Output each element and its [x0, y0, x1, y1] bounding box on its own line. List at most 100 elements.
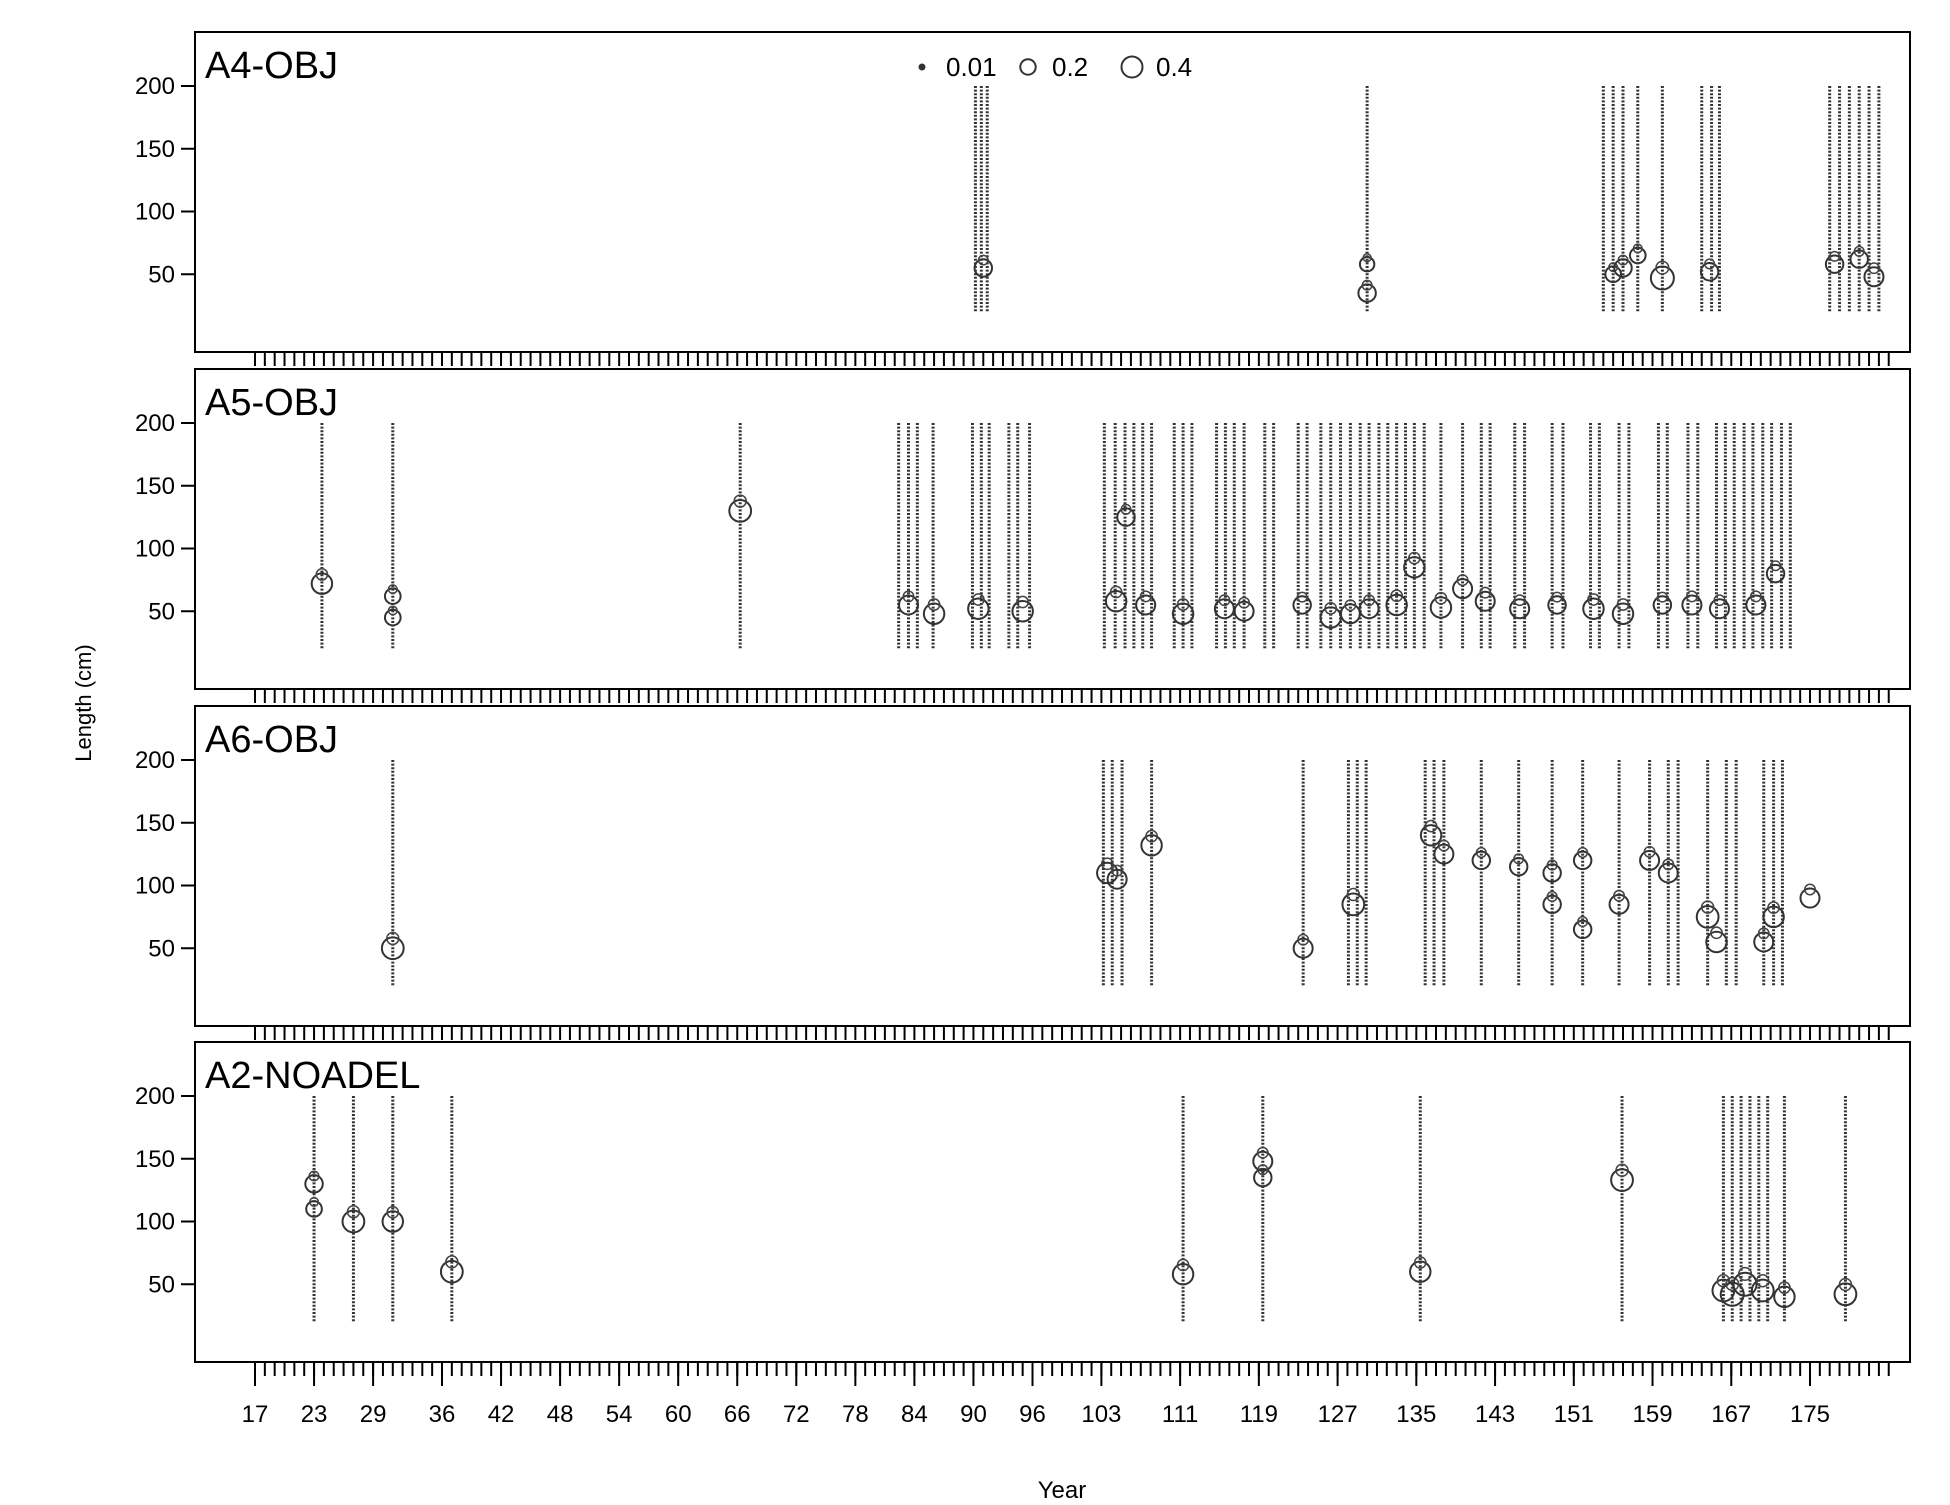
- bubble: [1390, 589, 1404, 603]
- bubble: [1135, 594, 1157, 616]
- bubble: [1587, 593, 1600, 606]
- legend-label: 0.2: [1052, 52, 1088, 82]
- bubble: [1111, 864, 1124, 877]
- x-tick-label: 48: [547, 1401, 574, 1428]
- bubble: [1616, 598, 1630, 611]
- bubble: [1437, 839, 1450, 852]
- bubble: [1756, 1273, 1770, 1288]
- bubble: [1710, 926, 1723, 940]
- bubble: [1613, 889, 1626, 902]
- bubble: [387, 605, 398, 616]
- bubble: [1655, 260, 1670, 275]
- bubble: [1475, 847, 1487, 859]
- bubble: [1611, 602, 1635, 625]
- bubble: [1745, 594, 1767, 616]
- x-tick-label: 96: [1019, 1401, 1046, 1428]
- bubble: [1652, 595, 1673, 615]
- bubble: [1479, 586, 1492, 599]
- bubble: [927, 598, 941, 611]
- bubble: [341, 1209, 366, 1234]
- x-axis-title: Year: [1038, 1477, 1087, 1500]
- bubble: [1363, 594, 1376, 607]
- bubble: [1341, 892, 1366, 917]
- bubble: [1829, 250, 1841, 262]
- bubble: [1867, 262, 1880, 275]
- bubble: [1292, 595, 1312, 615]
- bubble: [1106, 868, 1128, 890]
- bubble: [1695, 904, 1720, 929]
- bubble: [1100, 857, 1114, 871]
- x-tick-label: 29: [360, 1401, 387, 1428]
- bubble: [1542, 863, 1562, 883]
- bubble: [308, 1170, 320, 1182]
- bubble: [1096, 861, 1119, 885]
- bubble: [1610, 1168, 1634, 1192]
- bubble: [977, 254, 989, 266]
- y-tick-label: 50: [148, 598, 175, 625]
- y-tick-label: 200: [135, 410, 175, 437]
- bubble: [1577, 916, 1589, 928]
- bubble: [1296, 591, 1308, 603]
- panel-title: A6-OBJ: [205, 719, 338, 761]
- bubble: [1346, 887, 1361, 902]
- bubble: [1434, 591, 1448, 605]
- x-tick-label: 111: [1162, 1401, 1198, 1428]
- bubble: [1357, 283, 1377, 303]
- bubble: [1700, 900, 1715, 914]
- y-tick-label: 200: [135, 73, 175, 100]
- bubble: [1257, 1164, 1269, 1176]
- bubble: [1171, 1262, 1195, 1286]
- bubble: [1509, 598, 1531, 620]
- bubble: [1713, 594, 1726, 607]
- panel-title: A5-OBJ: [205, 382, 338, 424]
- bubble: [1615, 1163, 1629, 1178]
- bubble: [1358, 598, 1380, 620]
- bubble: [1513, 594, 1526, 607]
- bubble: [1413, 1256, 1427, 1269]
- x-tick-label: 135: [1396, 1401, 1436, 1428]
- bubble: [1424, 819, 1438, 833]
- y-tick-label: 100: [135, 536, 175, 563]
- bubble: [1639, 849, 1661, 871]
- bubble: [1508, 856, 1529, 877]
- panel-frame: [194, 368, 1911, 690]
- bubble: [1778, 1281, 1791, 1294]
- bubble: [1344, 599, 1357, 612]
- bubble: [1863, 266, 1885, 288]
- bubble: [1853, 245, 1865, 257]
- bubble: [383, 587, 402, 606]
- bubble: [1804, 883, 1816, 896]
- bubble: [1632, 243, 1643, 254]
- bubble: [1770, 560, 1782, 572]
- legend-marker: [1019, 58, 1037, 76]
- bubble: [387, 584, 398, 595]
- bubble: [1233, 600, 1255, 622]
- bubble: [1708, 598, 1730, 620]
- bubble: [1773, 1285, 1796, 1309]
- bubble: [1685, 590, 1698, 603]
- bubble: [1757, 927, 1770, 940]
- panel-frame: [194, 705, 1911, 1027]
- x-tick-label: 17: [242, 1401, 269, 1428]
- x-tick-label: 78: [842, 1401, 869, 1428]
- bubble: [1140, 834, 1163, 857]
- x-tick-label: 103: [1081, 1401, 1121, 1428]
- bubble: [1762, 905, 1785, 929]
- x-tick-label: 143: [1475, 1401, 1515, 1428]
- x-tick-label: 36: [429, 1401, 456, 1428]
- bubble: [1753, 931, 1775, 953]
- bubble: [1681, 594, 1703, 616]
- bubble: [346, 1204, 361, 1219]
- bubble: [1324, 601, 1338, 615]
- bubble: [1551, 591, 1563, 603]
- bubble: [1403, 556, 1426, 579]
- y-axis-title: Length (cm): [71, 644, 96, 761]
- bubble: [1643, 845, 1656, 858]
- bubble: [1657, 862, 1679, 884]
- y-tick-label: 100: [135, 1209, 175, 1236]
- bubble: [1546, 890, 1558, 903]
- bubble: [1362, 253, 1372, 263]
- bubble: [1253, 1167, 1273, 1188]
- bubble: [1361, 279, 1373, 291]
- bubble: [1385, 593, 1408, 617]
